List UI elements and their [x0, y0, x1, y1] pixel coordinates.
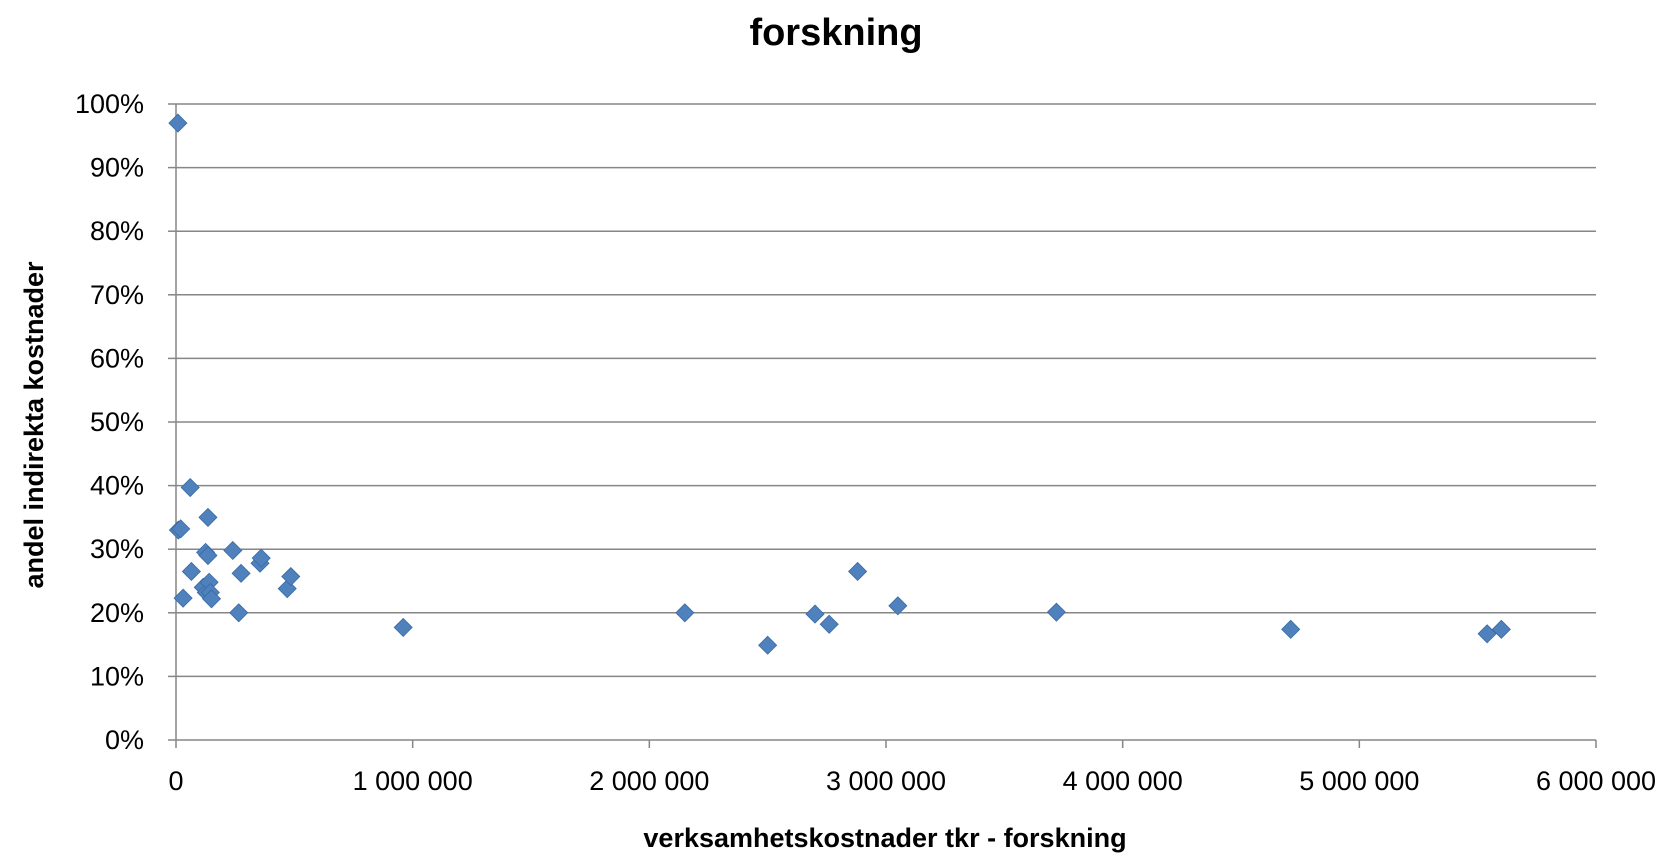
- data-point: [171, 519, 191, 539]
- data-point: [675, 603, 695, 623]
- x-tick-label: 6 000 000: [1536, 766, 1656, 796]
- y-tick-label: 50%: [90, 407, 144, 437]
- tick-labels: 0% 10% 20% 30% 40% 50% 60% 70% 80% 90% 100% 0 1 000 …: [75, 89, 1656, 796]
- y-tick-label: 60%: [90, 343, 144, 373]
- data-point: [251, 548, 271, 568]
- x-axis-title: verksamhetskostnader tkr - forskning: [643, 823, 1126, 853]
- data-point: [229, 603, 249, 623]
- x-tick-label: 2 000 000: [589, 766, 709, 796]
- data-point: [393, 617, 413, 637]
- data-point: [168, 113, 188, 133]
- y-tick-label: 90%: [90, 153, 144, 183]
- data-point: [1281, 619, 1301, 639]
- chart-title: forskning: [749, 12, 922, 54]
- y-tick-label: 0%: [105, 725, 144, 755]
- data-point: [758, 635, 778, 655]
- data-point: [181, 561, 201, 582]
- x-tick-label: 1 000 000: [353, 766, 473, 796]
- x-tick-label: 0: [168, 766, 183, 796]
- data-point: [819, 614, 839, 634]
- x-tick-label: 3 000 000: [826, 766, 946, 796]
- data-point: [231, 563, 251, 583]
- y-tick-label: 20%: [90, 598, 144, 628]
- gridlines: [176, 103, 1596, 678]
- data-point: [180, 477, 200, 498]
- x-tick-label: 4 000 000: [1063, 766, 1183, 796]
- data-points: [168, 113, 1511, 655]
- data-point: [805, 604, 825, 624]
- y-tick-label: 100%: [75, 89, 144, 119]
- data-point: [1046, 602, 1066, 622]
- data-point: [1491, 619, 1511, 639]
- data-point: [198, 545, 218, 566]
- y-tick-label: 80%: [90, 216, 144, 246]
- y-tick-label: 70%: [90, 280, 144, 310]
- data-point: [888, 596, 908, 616]
- y-tick-label: 10%: [90, 661, 144, 691]
- x-tick-label: 5 000 000: [1299, 766, 1419, 796]
- data-point: [198, 507, 218, 527]
- data-point: [1477, 624, 1497, 644]
- data-point: [223, 540, 243, 561]
- y-tick-label: 40%: [90, 471, 144, 501]
- axes: [168, 103, 1597, 748]
- data-point: [848, 561, 868, 582]
- y-tick-label: 30%: [90, 534, 144, 564]
- data-point: [281, 566, 301, 587]
- data-point: [173, 588, 193, 608]
- data-point: [201, 589, 222, 609]
- y-axis-title: andel indirekta kostnader: [19, 261, 49, 589]
